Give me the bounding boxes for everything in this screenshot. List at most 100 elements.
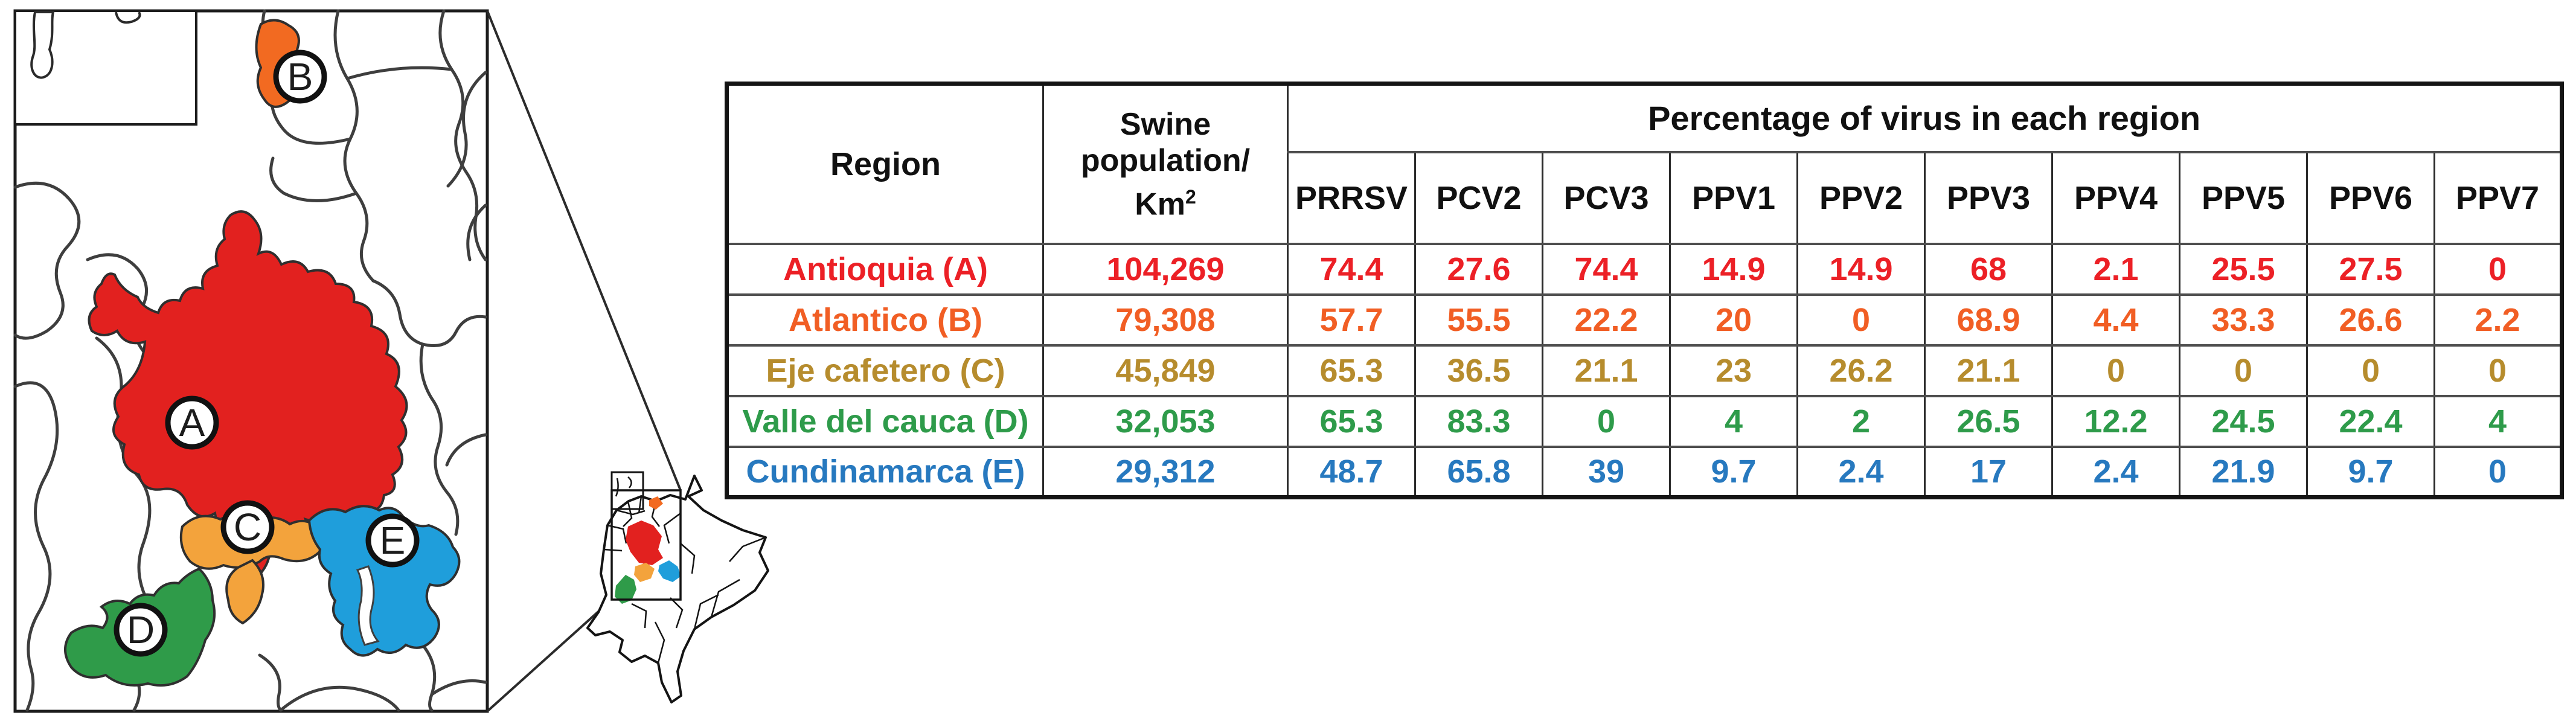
marker-letter-A: A [179,401,205,444]
marker-letter-B: B [287,55,313,98]
region-letter-markers: A B C D E [114,50,420,657]
region-cell: Antioquia (A) [726,242,1044,296]
overview-region-cundinamarca [658,560,681,582]
marker-circle-E[interactable] [365,513,420,568]
virus-percentage-cell: 57.7 [1287,293,1416,347]
overview-inset-rectangle [610,471,644,510]
zoom-callout-line-bottom [486,598,613,713]
virus-percentage-cell: 0 [2179,344,2308,397]
virus-percentage-cell: 27.6 [1414,242,1543,296]
virus-percentage-cell: 48.7 [1287,445,1416,499]
virus-percentage-cell: 23 [1669,344,1798,397]
swine-header-line-2: population/ [1080,143,1251,178]
virus-percentage-cell: 0 [2433,445,2563,499]
marker-circle-B[interactable] [273,50,327,104]
virus-column-header: PPV6 [2306,150,2435,245]
virus-percentage-cell: 0 [2433,242,2563,296]
table-row: Valle del cauca (D) 32,053 65.3 83.3 0 4 2 26.5… [726,394,2563,448]
overview-region-valle [615,575,636,604]
virus-column-header: PCV3 [1542,150,1671,245]
virus-percentage-cell: 0 [2051,344,2180,397]
overview-department-lines [603,496,766,664]
virus-column-header: PCV2 [1414,150,1543,245]
virus-percentage-cell: 2.1 [2051,242,2180,296]
virus-percentage-cell: 26.2 [1796,344,1926,397]
map-region-eje-cafetero-south[interactable] [225,559,264,625]
virus-percentage-cell: 68.9 [1924,293,2053,347]
region-column-header: Region [726,82,1044,245]
virus-percentage-cell: 21.1 [1924,344,2053,397]
table-header-row-2: PRRSV PCV2 PCV3 PPV1 PPV2 PPV3 PPV4 PPV5 PPV6 PPV… [727,150,2563,245]
virus-percentage-cell: 0 [1542,394,1671,448]
swine-population-cell: 45,849 [1042,344,1289,397]
virus-percentage-cell: 36.5 [1414,344,1543,397]
swine-header-line-3: Km [1135,186,1185,222]
map-region-cundinamarca[interactable] [307,505,461,657]
table-row: Antioquia (A) 104,269 74.4 27.6 74.4 14.9 14.9… [726,242,2563,296]
marker-letter-E: E [380,519,406,562]
overview-region-eje-cafetero [634,563,655,582]
marker-letter-D: D [127,608,155,652]
virus-column-header: PPV2 [1796,150,1926,245]
virus-percentage-cell: 2 [1796,394,1926,448]
virus-percentage-cell: 27.5 [2306,242,2435,296]
virus-percentage-cell: 65.3 [1287,394,1416,448]
virus-percentage-cell: 26.6 [2306,293,2435,347]
virus-percentage-cell: 21.1 [1542,344,1671,397]
virus-percentage-cell: 74.4 [1542,242,1671,296]
virus-percentage-cell: 21.9 [2179,445,2308,499]
map-panel: A B C D E [0,0,785,727]
virus-percentage-cell: 17 [1924,445,2053,499]
swine-population-cell: 32,053 [1042,394,1289,448]
virus-percentage-cell: 20 [1669,293,1798,347]
table-row: Cundinamarca (E) 29,312 48.7 65.8 39 9.7 2.4 17… [726,445,2563,499]
virus-percentage-cell: 9.7 [1669,445,1798,499]
virus-column-header: PPV5 [2179,150,2308,245]
virus-column-header: PPV1 [1669,150,1798,245]
virus-percentage-cell: 22.2 [1542,293,1671,347]
swine-header-line-1: Swine [1120,106,1211,142]
marker-circle-C[interactable] [220,500,275,554]
table-row: Atlantico (B) 79,308 57.7 55.5 22.2 20 0 68.9 4.… [726,293,2563,347]
virus-percentage-cell: 83.3 [1414,394,1543,448]
overview-region-antioquia [626,520,663,565]
marker-circle-A[interactable] [165,396,219,450]
virus-percentage-cell: 26.5 [1924,394,2053,448]
virus-percentage-cell: 14.9 [1669,242,1798,296]
table-row: Eje cafetero (C) 45,849 65.3 36.5 21.1 23 26.2… [726,344,2563,397]
virus-percentage-cell: 2.4 [1796,445,1926,499]
colombia-region-map: A B C D E [13,9,769,713]
virus-percentage-cell: 12.2 [2051,394,2180,448]
marker-circle-D[interactable] [114,603,168,657]
virus-percentage-cell: 65.3 [1287,344,1416,397]
virus-percentage-cell: 55.5 [1414,293,1543,347]
map-river-channel [356,565,380,646]
swine-population-cell: 79,308 [1042,293,1289,347]
virus-percentage-cell: 4 [2433,394,2563,448]
virus-percentage-cell: 68 [1924,242,2053,296]
virus-percentage-cell: 33.3 [2179,293,2308,347]
virus-span-header: Percentage of virus in each region [1286,82,2563,153]
virus-percentage-cell: 65.8 [1414,445,1543,499]
zoom-callout-line-top [486,10,682,491]
table-body: Antioquia (A) 104,269 74.4 27.6 74.4 14.9 14.9… [726,242,2563,499]
virus-percentage-cell: 0 [2433,344,2563,397]
region-cell: Cundinamarca (E) [726,445,1044,499]
colombia-overview-map [586,471,769,703]
region-cell: Eje cafetero (C) [726,344,1044,397]
table-header-row-1: Region Swine population/ Km2 Percentage … [726,82,2563,245]
virus-percentage-cell: 4 [1669,394,1798,448]
virus-percentage-cell: 4.4 [2051,293,2180,347]
virus-percentage-cell: 74.4 [1287,242,1416,296]
swine-population-cell: 104,269 [1042,242,1289,296]
virus-column-header: PPV3 [1924,150,2053,245]
region-cell: Valle del cauca (D) [726,394,1044,448]
virus-percentage-cell: 9.7 [2306,445,2435,499]
swine-population-cell: 29,312 [1042,445,1289,499]
marker-letter-C: C [234,505,261,549]
map-region-antioquia[interactable] [88,210,408,580]
virus-percentage-cell: 2.2 [2433,293,2563,347]
swine-population-column-header: Swine population/ Km2 [1042,82,1289,245]
virus-percentage-cell: 2.4 [2051,445,2180,499]
virus-percentage-cell: 39 [1542,445,1671,499]
